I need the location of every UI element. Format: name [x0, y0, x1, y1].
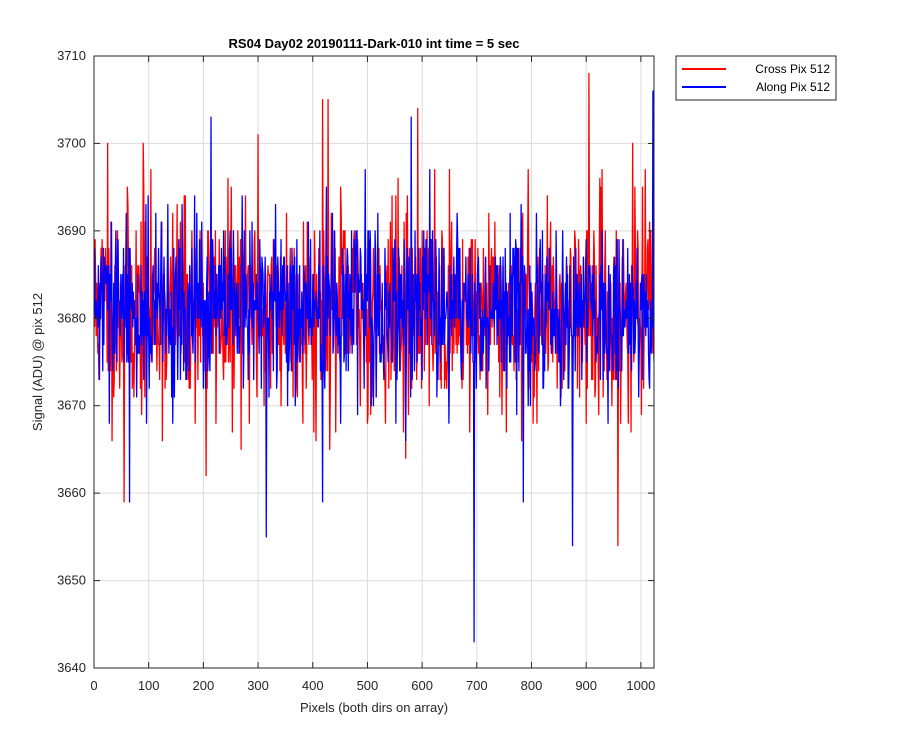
legend-box [675, 55, 837, 101]
y-tick-label: 3650 [57, 573, 86, 588]
y-tick-label: 3690 [57, 223, 86, 238]
x-tick-label: 400 [302, 678, 324, 693]
x-tick-label: 600 [411, 678, 433, 693]
x-tick-label: 700 [466, 678, 488, 693]
x-tick-label: 800 [521, 678, 543, 693]
x-tick-label: 1000 [626, 678, 655, 693]
y-tick-label: 3640 [57, 660, 86, 675]
x-tick-label: 0 [90, 678, 97, 693]
series-line-2 [94, 90, 654, 643]
chart-title: RS04 Day02 20190111-Dark-010 int time = … [229, 36, 520, 51]
axis-ticks: 0 100 200 300 400 500 600 700 800 900 1000 3640 3650… [57, 48, 655, 693]
x-tick-label: 200 [193, 678, 215, 693]
y-tick-label: 3670 [57, 398, 86, 413]
legend-label: Along Pix 512 [756, 80, 830, 94]
x-tick-label: 100 [138, 678, 160, 693]
series-layer [94, 72, 654, 643]
y-axis-title: Signal (ADU) @ pix 512 [30, 293, 45, 431]
y-tick-label: 3710 [57, 48, 86, 63]
y-tick-label: 3680 [57, 310, 86, 325]
x-axis-title: Pixels (both dirs on array) [300, 700, 448, 715]
x-tick-label: 300 [247, 678, 269, 693]
legend-label: Cross Pix 512 [755, 62, 830, 76]
plot-frame [93, 55, 655, 669]
x-tick-label: 500 [357, 678, 379, 693]
x-tick-label: 900 [575, 678, 597, 693]
y-tick-label: 3660 [57, 485, 86, 500]
legend: Cross Pix 512 Along Pix 512 [675, 55, 837, 101]
y-tick-label: 3700 [57, 135, 86, 150]
